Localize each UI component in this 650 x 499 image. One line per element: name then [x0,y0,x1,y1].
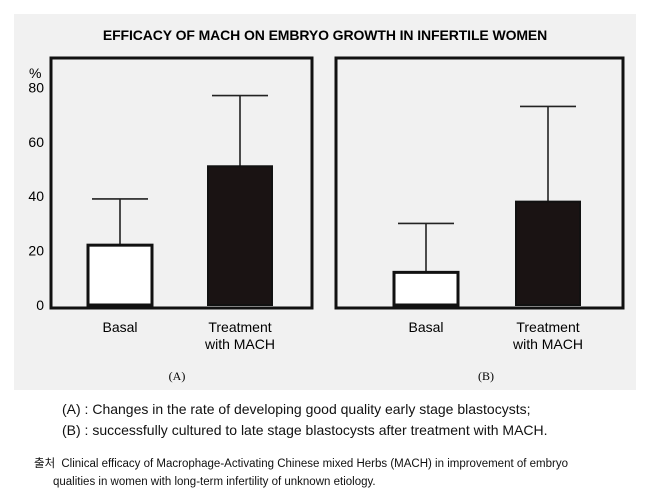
panel-label: (B) [478,369,494,383]
panel-frame [334,56,625,310]
panel-frame [49,56,314,310]
x-category-label: Basal [102,319,137,335]
x-category-label: Treatment [208,319,271,335]
caption-line-a: (A) : Changes in the rate of developing … [62,401,531,417]
x-category-label: with MACH [204,336,275,352]
bar-treatment [207,165,273,306]
caption-line-b: (B) : successfully cultured to late stag… [62,422,548,438]
bar-basal [392,270,460,307]
source-prefix: 출처 [34,458,56,470]
chart-title: EFFICACY OF MACH ON EMBRYO GROWTH IN INF… [103,27,547,43]
x-category-label: Treatment [516,319,579,335]
bar-basal [86,243,154,307]
x-category-label: with MACH [512,336,583,352]
figure-panel: EFFICACY OF MACH ON EMBRYO GROWTH IN INF… [14,14,636,390]
efficacy-chart: EFFICACY OF MACH ON EMBRYO GROWTH IN INF… [28,27,625,383]
y-tick-label: 0 [36,297,44,313]
bar-treatment [515,200,581,306]
y-tick-label: 80 [28,79,44,95]
y-axis-unit-label: % [29,65,41,81]
figure-caption: (A) : Changes in the rate of developing … [62,399,642,441]
y-tick-label: 60 [28,134,44,150]
panel-label: (A) [169,369,186,383]
source-line-2: qualities in women with long-term infert… [53,476,376,488]
y-tick-label: 40 [28,188,44,204]
source-line-1: Clinical efficacy of Macrophage-Activati… [61,458,568,470]
y-tick-label: 20 [28,243,44,259]
source-citation: 출처 Clinical efficacy of Macrophage-Activ… [34,455,634,491]
x-category-label: Basal [408,319,443,335]
